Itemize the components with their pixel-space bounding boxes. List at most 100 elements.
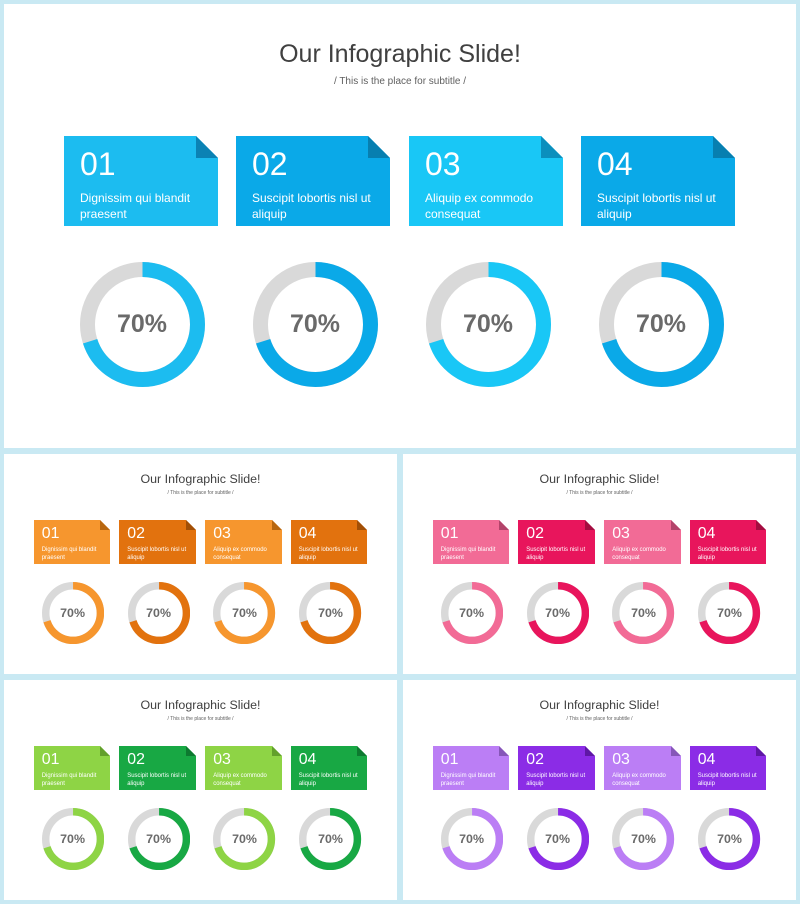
info-card-04: 04 Suscipit lobortis nisl ut aliquip: [290, 519, 368, 565]
progress-ring-svg: [612, 581, 675, 645]
corner-fold: [357, 519, 368, 530]
slide-title: Our Infographic Slide!: [539, 471, 660, 486]
ring-progress-arc: [526, 581, 589, 645]
slide-title: Our Infographic Slide!: [140, 471, 261, 486]
corner-fold: [670, 745, 681, 756]
card-number: 03: [213, 750, 231, 768]
card-text: Suscipit lobortis nisl ut aliquip: [526, 547, 586, 562]
card-text: Aliquip ex commodo consequat: [612, 547, 666, 562]
progress-ring: 70%: [598, 261, 724, 387]
info-card-01: 01 Dignissim qui blandit praesent: [64, 136, 218, 226]
card-number: 04: [298, 750, 317, 768]
progress-ring-svg: [698, 807, 761, 871]
info-card-04: 04 Suscipit lobortis nisl ut aliquip: [689, 745, 767, 791]
percent-label: 70%: [232, 832, 257, 847]
progress-ring: 70%: [79, 261, 205, 387]
progress-ring-svg: [213, 581, 276, 645]
info-card-03: 03 Aliquip ex commodo consequat: [205, 745, 282, 791]
card-number: 01: [440, 750, 459, 768]
progress-ring: 70%: [612, 581, 675, 645]
info-card-04: 04 Suscipit lobortis nisl ut aliquip: [581, 136, 735, 226]
ring-progress-arc: [299, 581, 362, 645]
slide-purple: Our Infographic Slide! / This is the plac…: [403, 680, 796, 900]
card-number: 04: [697, 524, 716, 542]
info-card-02: 02 Suscipit lobortis nisl ut aliquip: [518, 519, 595, 565]
percent-label: 70%: [459, 832, 484, 847]
card-text: Aliquip ex commodo consequat: [213, 773, 267, 788]
percent-label: 70%: [545, 606, 570, 621]
corner-fold: [584, 519, 595, 530]
progress-ring-svg: [440, 807, 503, 871]
ring-progress-arc: [213, 807, 276, 871]
card-text: Suscipit lobortis nisl ut aliquip: [526, 773, 586, 788]
info-card-03: 03 Aliquip ex commodo consequat: [604, 745, 681, 791]
corner-fold: [670, 519, 681, 530]
progress-ring-svg: [127, 581, 190, 645]
percent-label: 70%: [545, 832, 570, 847]
corner-fold: [100, 745, 111, 756]
card-number: 04: [298, 524, 317, 542]
card-number: 02: [127, 524, 145, 542]
corner-fold: [271, 745, 282, 756]
progress-ring: 70%: [612, 807, 675, 871]
progress-ring: 70%: [440, 807, 503, 871]
progress-ring: 70%: [440, 581, 503, 645]
card-number: 03: [213, 524, 231, 542]
ring-progress-arc: [526, 807, 589, 871]
corner-fold: [541, 136, 563, 158]
percent-label: 70%: [60, 606, 85, 621]
ring-progress-arc: [127, 807, 190, 871]
card-number: 02: [526, 524, 544, 542]
ring-progress-arc: [213, 581, 276, 645]
ring-progress-arc: [698, 581, 761, 645]
slide-subtitle: / This is the place for subtitle /: [566, 715, 633, 722]
card-text: Dignissim qui blandit praesent: [41, 547, 97, 562]
slide-subtitle: / This is the place for subtitle /: [566, 489, 633, 496]
ring-progress-arc: [127, 581, 190, 645]
ring-progress-arc: [79, 261, 205, 387]
corner-fold: [756, 745, 767, 756]
card-text: Suscipit lobortis nisl ut aliquip: [298, 547, 358, 562]
progress-ring-svg: [440, 581, 503, 645]
card-number: 04: [597, 146, 633, 182]
ring-progress-arc: [440, 581, 503, 645]
slide-title: Our Infographic Slide!: [140, 697, 261, 712]
progress-ring: 70%: [41, 581, 104, 645]
ring-progress-arc: [612, 581, 675, 645]
info-card-01: 01 Dignissim qui blandit praesent: [33, 519, 111, 565]
info-card-03: 03 Aliquip ex commodo consequat: [409, 136, 563, 226]
info-card-02: 02 Suscipit lobortis nisl ut aliquip: [119, 745, 196, 791]
info-card-04: 04 Suscipit lobortis nisl ut aliquip: [689, 519, 767, 565]
card-text: Suscipit lobortis nisl ut aliquip: [697, 773, 757, 788]
info-card-02: 02 Suscipit lobortis nisl ut aliquip: [518, 745, 595, 791]
percent-label: 70%: [717, 832, 742, 847]
ring-progress-arc: [41, 581, 104, 645]
slide-subtitle: / This is the place for subtitle /: [167, 715, 234, 722]
slide-subtitle: / This is the place for subtitle /: [333, 76, 467, 87]
progress-ring-svg: [425, 261, 551, 387]
corner-fold: [368, 136, 390, 158]
progress-ring: 70%: [127, 581, 190, 645]
info-card-01: 01 Dignissim qui blandit praesent: [33, 745, 111, 791]
progress-ring-svg: [598, 261, 724, 387]
percent-label: 70%: [289, 309, 341, 338]
corner-fold: [271, 519, 282, 530]
percent-label: 70%: [232, 606, 257, 621]
card-text: Dignissim qui blandit praesent: [440, 773, 496, 788]
corner-fold: [196, 136, 218, 158]
card-text: Suscipit lobortis nisl ut aliquip: [697, 547, 757, 562]
ring-progress-arc: [252, 261, 378, 387]
card-text: Aliquip ex commodo consequat: [425, 191, 534, 222]
card-text: Suscipit lobortis nisl ut aliquip: [298, 773, 358, 788]
card-text: Dignissim qui blandit praesent: [440, 547, 496, 562]
card-text: Aliquip ex commodo consequat: [213, 547, 267, 562]
ring-progress-arc: [425, 261, 551, 387]
info-card-01: 01 Dignissim qui blandit praesent: [432, 745, 510, 791]
ring-progress-arc: [440, 807, 503, 871]
corner-fold: [756, 519, 767, 530]
card-number: 03: [612, 524, 630, 542]
card-number: 04: [697, 750, 716, 768]
slide-subtitle: / This is the place for subtitle /: [167, 489, 234, 496]
percent-label: 70%: [146, 832, 171, 847]
progress-ring: 70%: [299, 807, 362, 871]
